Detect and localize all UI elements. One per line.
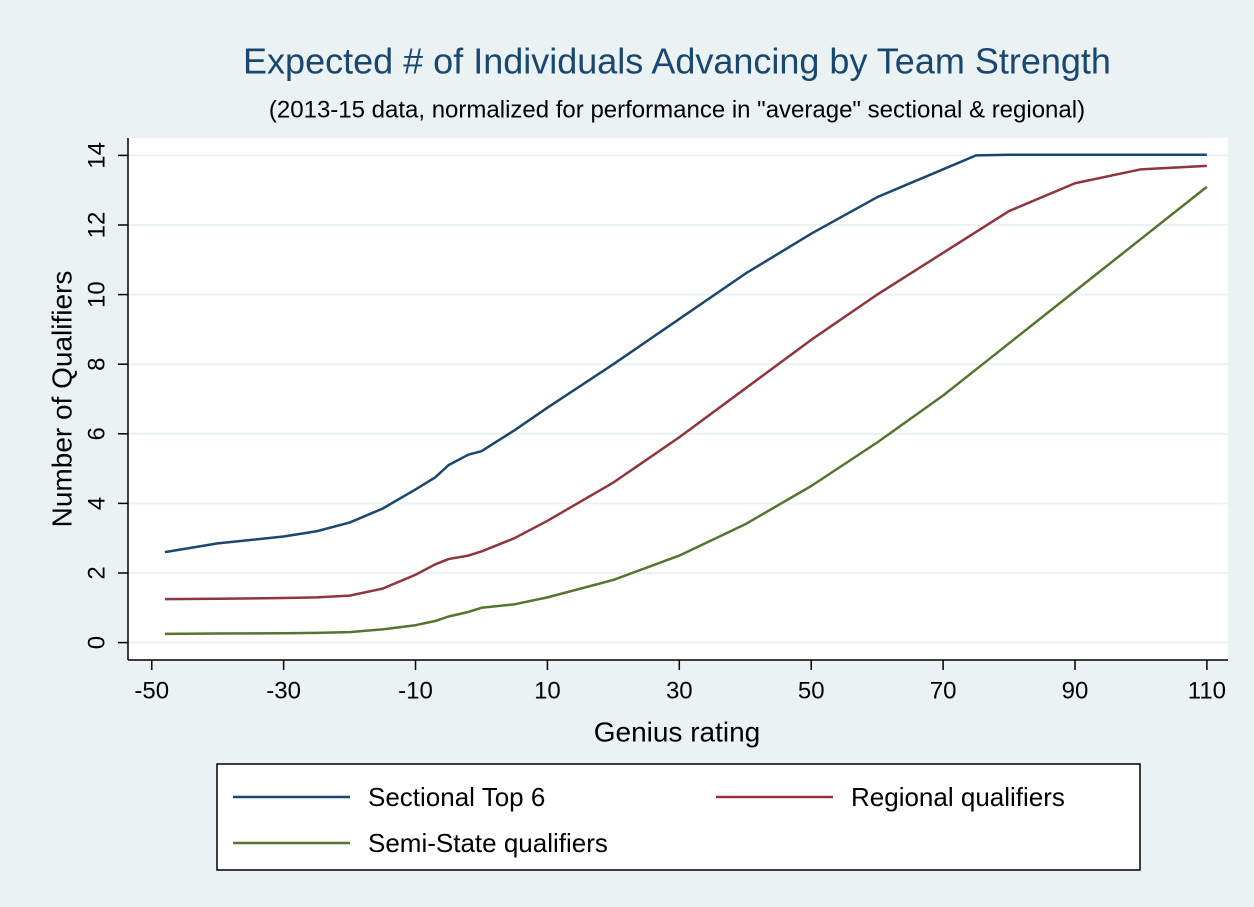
legend-label: Sectional Top 6 <box>368 782 545 812</box>
y-tick-label: 6 <box>83 427 110 440</box>
series-line <box>164 153 1207 554</box>
series-line <box>164 164 1207 601</box>
legend-label: Regional qualifiers <box>851 782 1065 812</box>
x-tick-label: 70 <box>930 677 957 704</box>
x-axis-label: Genius rating <box>594 716 761 747</box>
series-line <box>164 185 1208 636</box>
legend-label: Semi-State qualifiers <box>368 828 608 858</box>
x-tick-label: 110 <box>1188 677 1226 704</box>
x-tick-label: 50 <box>798 677 825 704</box>
y-tick-label: 0 <box>83 636 110 649</box>
x-tick-label: 30 <box>666 677 693 704</box>
x-tick-label: 90 <box>1062 677 1089 704</box>
chart-title: Expected # of Individuals Advancing by T… <box>243 41 1111 82</box>
y-axis-label: Number of Qualifiers <box>46 271 77 528</box>
x-tick-label: 10 <box>534 677 561 704</box>
chart-subtitle: (2013-15 data, normalized for performanc… <box>269 96 1085 123</box>
x-tick-label: -10 <box>398 677 433 704</box>
x-tick-label: -50 <box>134 677 169 704</box>
plot-region <box>128 138 1228 660</box>
y-tick-label: 10 <box>83 281 110 308</box>
x-tick-label: -30 <box>266 677 301 704</box>
y-tick-label: 14 <box>83 142 110 169</box>
legend-box <box>216 763 1141 871</box>
y-tick-label: 2 <box>83 566 110 579</box>
y-tick-label: 4 <box>83 497 110 510</box>
y-tick-label: 8 <box>83 358 110 371</box>
y-tick-label: 12 <box>83 212 110 239</box>
